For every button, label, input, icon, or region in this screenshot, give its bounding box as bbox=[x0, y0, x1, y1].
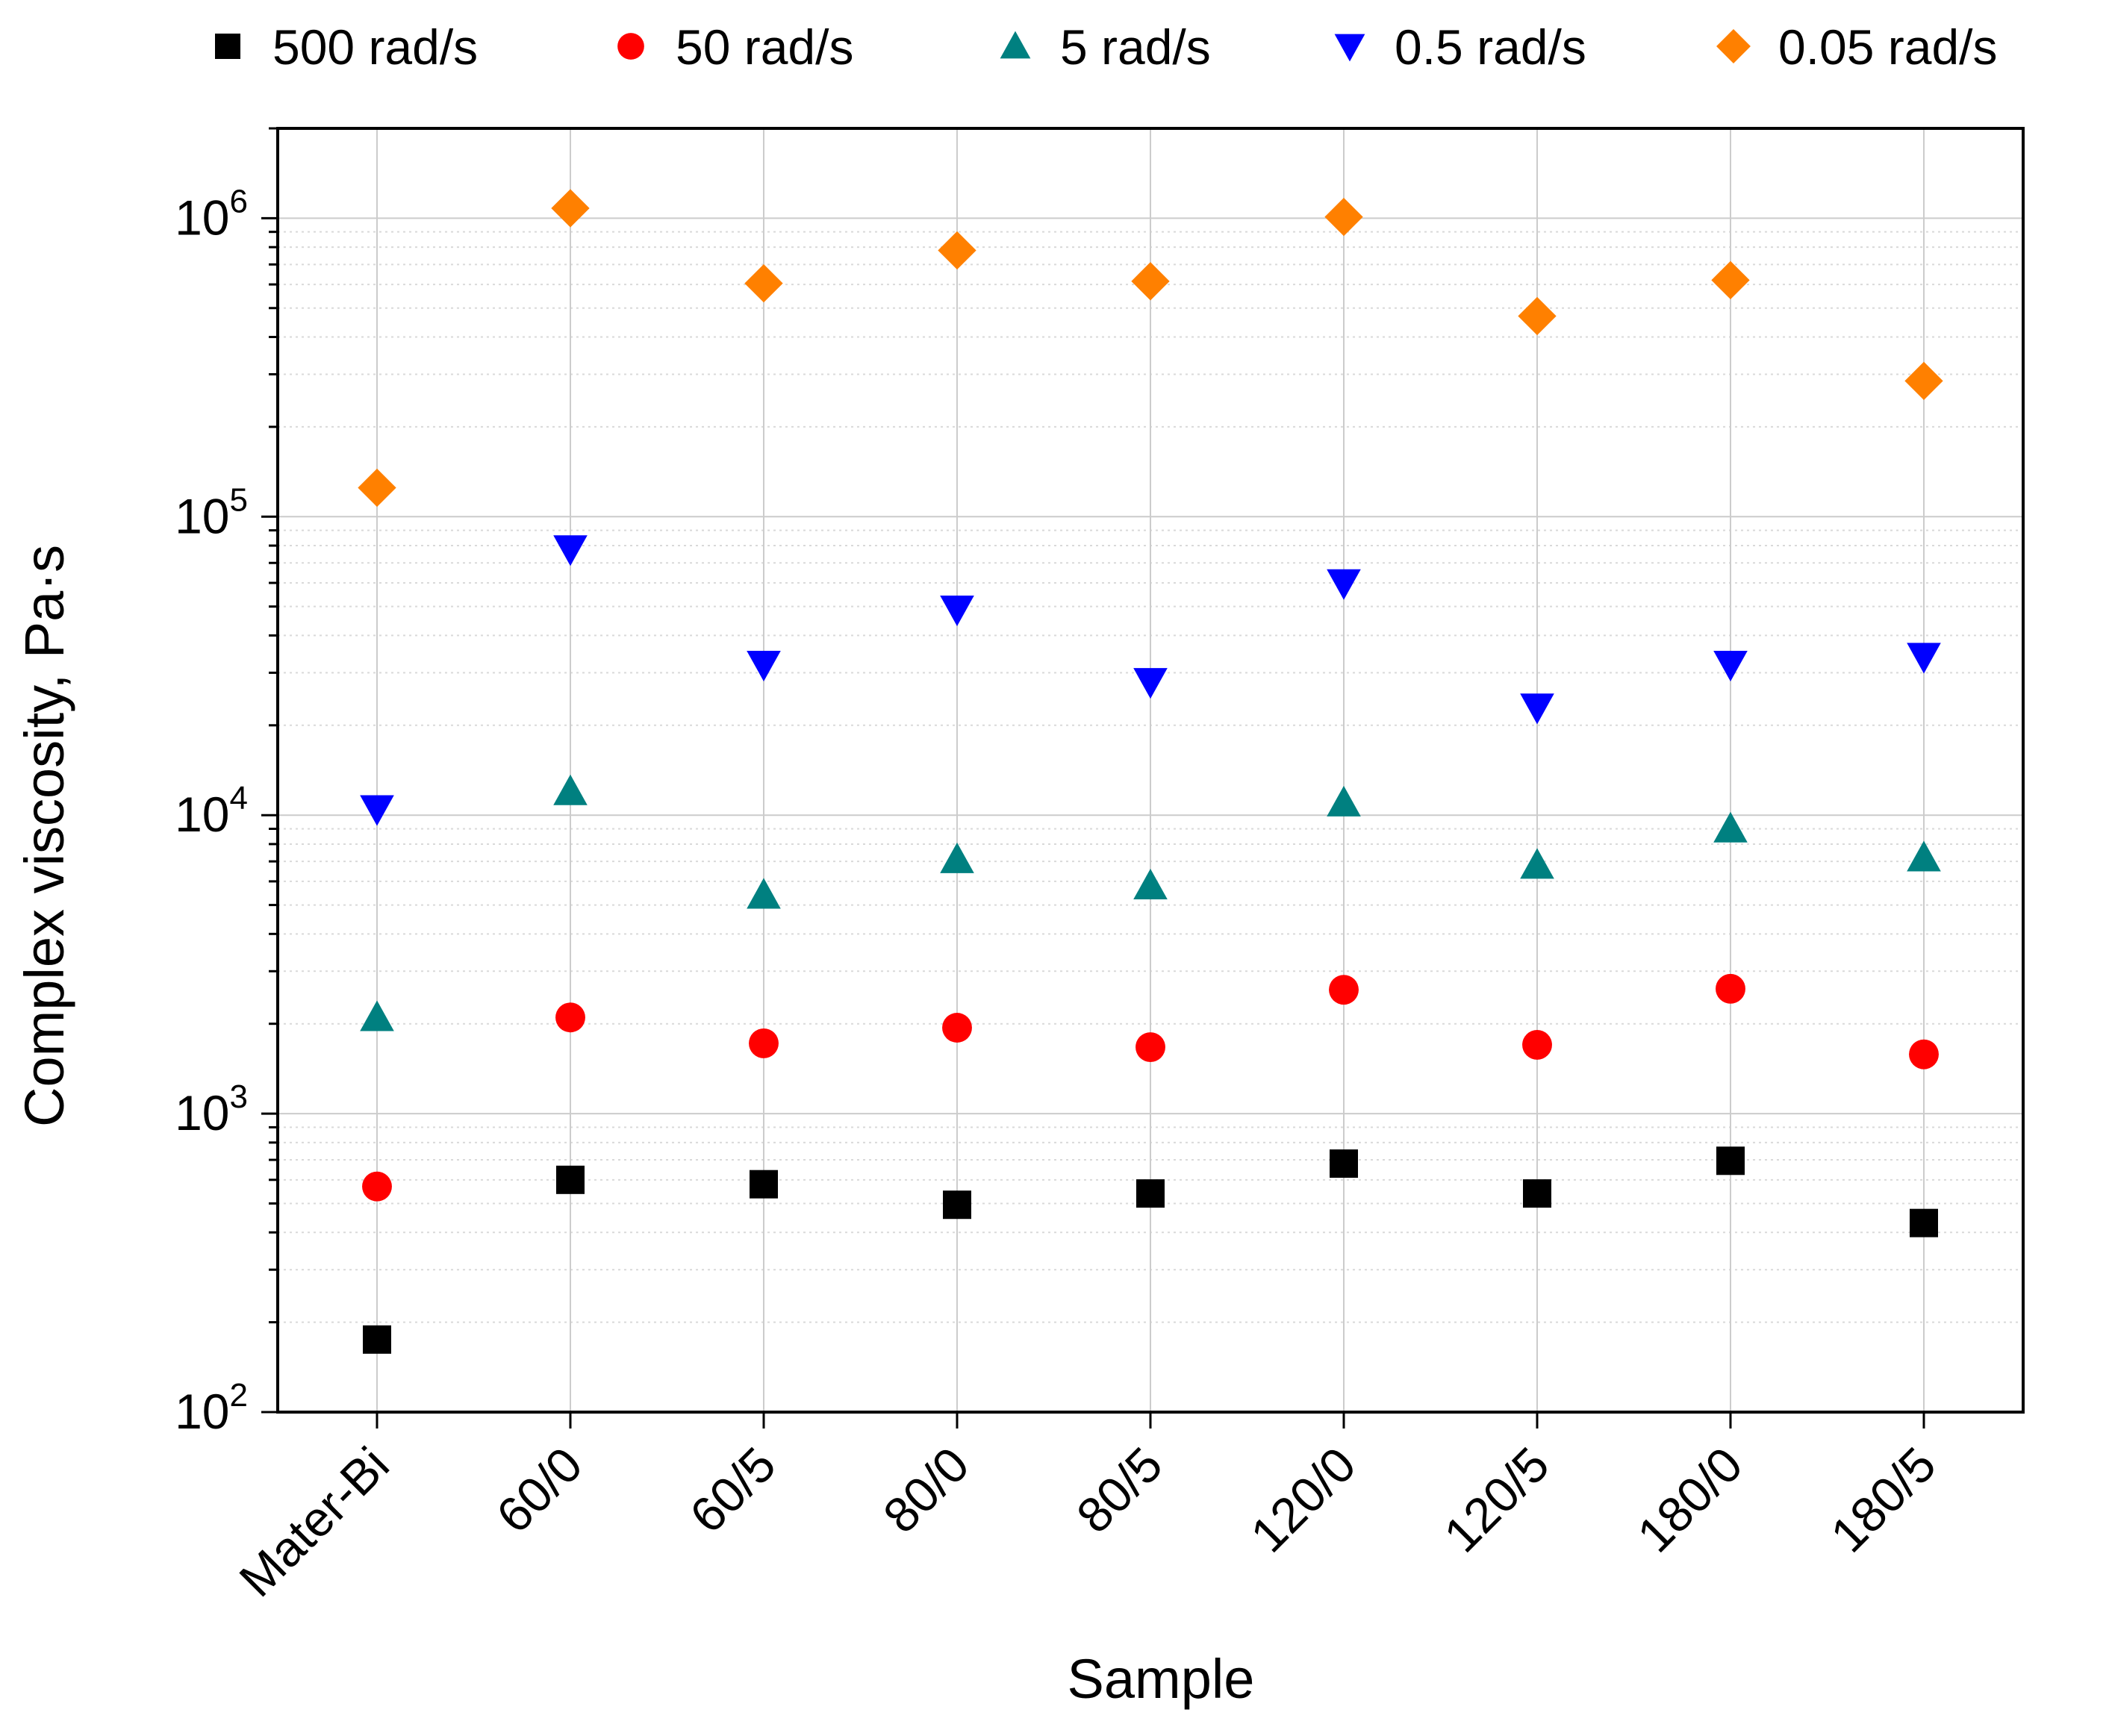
data-point bbox=[1327, 569, 1361, 600]
series-diamond bbox=[358, 189, 1943, 508]
data-point bbox=[942, 1013, 972, 1043]
y-tick-base: 10 bbox=[175, 190, 229, 245]
data-point bbox=[1716, 973, 1745, 1004]
data-point bbox=[555, 1002, 585, 1033]
data-point bbox=[551, 189, 590, 228]
legend: 500 rad/s 50 rad/s 5 rad/s 0.5 rad/s 0.05 ra… bbox=[215, 19, 1998, 75]
y-tick-label: 102 bbox=[175, 1377, 248, 1439]
data-point bbox=[1131, 262, 1170, 301]
data-point bbox=[943, 1190, 971, 1220]
data-point bbox=[362, 1171, 392, 1202]
data-point bbox=[1523, 1179, 1551, 1208]
legend-item: 5 rad/s bbox=[1000, 19, 1211, 75]
data-point bbox=[1713, 650, 1748, 681]
data-point bbox=[1330, 1149, 1358, 1178]
y-tick-label: 105 bbox=[175, 481, 248, 543]
x-tick-label: 180/0 bbox=[1627, 1437, 1753, 1563]
x-tick-label: 80/5 bbox=[1066, 1437, 1173, 1543]
data-point bbox=[1133, 868, 1168, 900]
data-point bbox=[1711, 260, 1750, 300]
legend-item: 500 rad/s bbox=[215, 19, 478, 75]
data-point bbox=[940, 842, 974, 873]
legend-marker bbox=[617, 33, 644, 60]
data-point bbox=[747, 878, 781, 909]
y-axis-title: Complex viscosity, Pa·s bbox=[13, 545, 75, 1127]
data-point bbox=[1136, 1032, 1165, 1062]
data-point bbox=[1324, 198, 1363, 237]
data-point bbox=[358, 468, 396, 508]
y-tick-label: 103 bbox=[175, 1078, 248, 1140]
data-point bbox=[1133, 668, 1168, 699]
data-point bbox=[1327, 785, 1361, 817]
data-point bbox=[553, 535, 588, 566]
data-point bbox=[750, 1170, 778, 1199]
y-tick-base: 10 bbox=[175, 1085, 229, 1140]
data-point bbox=[744, 264, 783, 303]
legend-marker bbox=[1716, 29, 1751, 63]
data-point bbox=[1909, 1039, 1939, 1070]
series-square bbox=[363, 1146, 1938, 1354]
y-tick-exponent: 3 bbox=[230, 1078, 248, 1115]
data-point bbox=[1910, 1208, 1938, 1237]
y-tick-base: 10 bbox=[175, 787, 229, 842]
legend-item: 0.5 rad/s bbox=[1334, 19, 1586, 75]
legend-label: 0.05 rad/s bbox=[1778, 19, 1998, 75]
data-point bbox=[1520, 693, 1554, 725]
x-tick-label: 120/0 bbox=[1240, 1437, 1366, 1563]
data-point bbox=[1329, 975, 1359, 1005]
x-tick-label: 60/0 bbox=[486, 1437, 593, 1543]
series-circle bbox=[362, 973, 1939, 1202]
x-tick-label: 80/0 bbox=[873, 1437, 979, 1543]
legend-label: 0.5 rad/s bbox=[1395, 19, 1586, 75]
y-tick-label: 104 bbox=[175, 780, 248, 842]
series-triangle-up bbox=[360, 774, 1941, 1031]
y-tick-base: 10 bbox=[175, 1384, 229, 1439]
x-tick-labels: Mater-Bi 60/0 60/5 80/0 80/5 120/0 120/5 180/0 1… bbox=[228, 1437, 1946, 1608]
data-point bbox=[1904, 361, 1943, 401]
y-tick-exponent: 4 bbox=[230, 780, 248, 817]
legend-label: 50 rad/s bbox=[676, 19, 853, 75]
data-point bbox=[747, 650, 781, 681]
data-point bbox=[1713, 811, 1748, 843]
data-point bbox=[553, 774, 588, 805]
legend-item: 50 rad/s bbox=[617, 19, 853, 75]
data-point bbox=[749, 1028, 779, 1058]
x-axis-title: Sample bbox=[1068, 1648, 1255, 1710]
legend-item: 0.05 rad/s bbox=[1716, 19, 1998, 75]
x-tick-label: 180/5 bbox=[1820, 1437, 1946, 1563]
grid-lines bbox=[278, 128, 2023, 1412]
legend-label: 500 rad/s bbox=[272, 19, 478, 75]
data-point bbox=[940, 595, 974, 626]
x-tick-label: 60/5 bbox=[679, 1437, 786, 1543]
y-tick-exponent: 5 bbox=[230, 481, 248, 518]
data-point bbox=[1518, 296, 1557, 336]
data-point bbox=[556, 1165, 585, 1194]
y-tick-base: 10 bbox=[175, 488, 229, 543]
y-tick-exponent: 2 bbox=[230, 1377, 248, 1414]
data-point bbox=[1716, 1146, 1745, 1175]
x-tick-label: Mater-Bi bbox=[228, 1437, 399, 1608]
data-point bbox=[1520, 848, 1554, 879]
data-point bbox=[1136, 1179, 1165, 1208]
data-point bbox=[360, 1000, 394, 1031]
legend-marker bbox=[1334, 34, 1365, 62]
series-triangle-down bbox=[360, 535, 1941, 826]
data-point bbox=[1907, 643, 1941, 674]
data-point bbox=[938, 231, 976, 270]
legend-label: 5 rad/s bbox=[1060, 19, 1211, 75]
data-point bbox=[363, 1325, 391, 1354]
data-point bbox=[1522, 1029, 1552, 1060]
x-tick-label: 120/5 bbox=[1433, 1437, 1560, 1563]
y-tick-label: 106 bbox=[175, 183, 248, 245]
legend-marker bbox=[215, 34, 240, 59]
data-point bbox=[360, 795, 394, 826]
y-tick-exponent: 6 bbox=[230, 183, 248, 219]
data-markers bbox=[358, 189, 1943, 1354]
data-point bbox=[1907, 840, 1941, 872]
plot-frame bbox=[261, 127, 2025, 1429]
legend-marker bbox=[1000, 31, 1031, 59]
